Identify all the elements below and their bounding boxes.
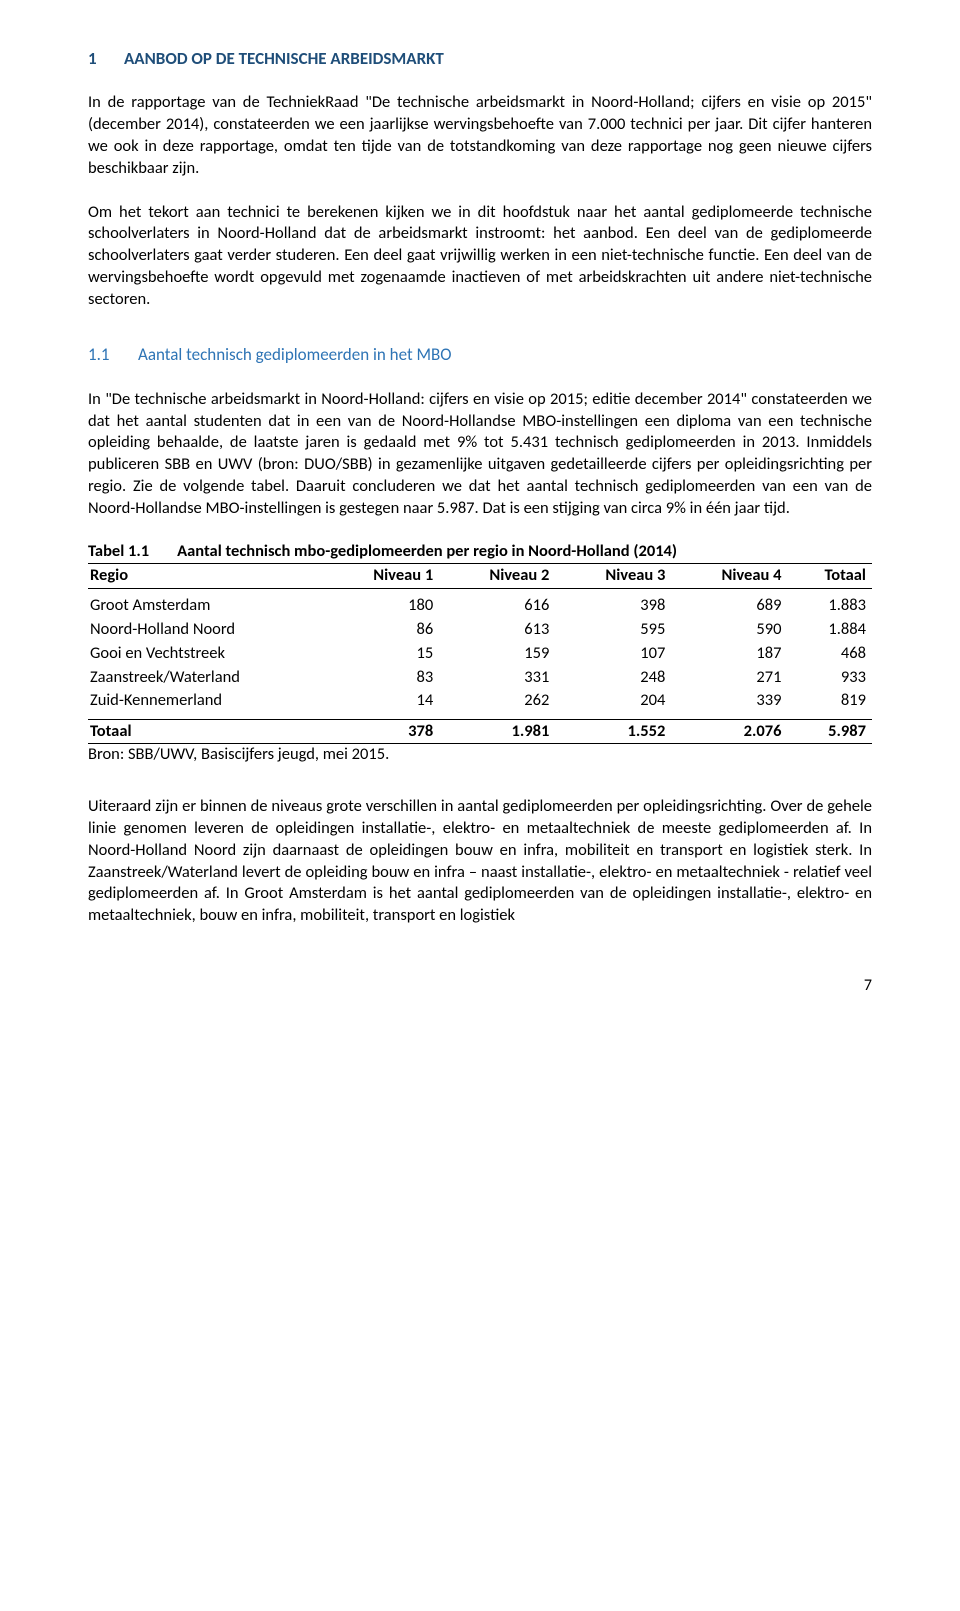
table-cell: Noord-Holland Noord	[88, 618, 323, 642]
table-cell: 5.987	[787, 719, 872, 744]
table-cell: 1.981	[439, 719, 555, 744]
table-cell: 86	[323, 618, 439, 642]
table-cell: 819	[787, 689, 872, 713]
col-header: Niveau 3	[555, 564, 671, 589]
col-header: Totaal	[787, 564, 872, 589]
paragraph-1: In de rapportage van de TechniekRaad "De…	[88, 92, 872, 179]
table-title: Tabel 1.1 Aantal technisch mbo-gediplomee…	[88, 541, 872, 563]
table-row: Noord-Holland Noord 86 613 595 590 1.884	[88, 618, 872, 642]
table-cell: Totaal	[88, 719, 323, 744]
table-cell: 398	[555, 594, 671, 618]
table-cell: 2.076	[671, 719, 787, 744]
table-cell: 107	[555, 642, 671, 666]
table-cell: 180	[323, 594, 439, 618]
paragraph-2: Om het tekort aan technici te berekenen …	[88, 202, 872, 311]
heading-1-text: AANBOD OP DE TECHNISCHE ARBEIDSMARKT	[124, 48, 444, 69]
table-cell: Gooi en Vechtstreek	[88, 642, 323, 666]
heading-2-number: 1.1	[88, 344, 138, 366]
heading-1-number: 1	[88, 48, 124, 70]
col-header: Niveau 2	[439, 564, 555, 589]
table-cell: 339	[671, 689, 787, 713]
table-cell: 204	[555, 689, 671, 713]
table-cell: 595	[555, 618, 671, 642]
table-row: Gooi en Vechtstreek 15 159 107 187 468	[88, 642, 872, 666]
table-header-row: Regio Niveau 1 Niveau 2 Niveau 3 Niveau …	[88, 564, 872, 589]
table-cell: 14	[323, 689, 439, 713]
table-cell: Zuid-Kennemerland	[88, 689, 323, 713]
page-number: 7	[88, 975, 872, 996]
table-cell: 378	[323, 719, 439, 744]
table-cell: 616	[439, 594, 555, 618]
paragraph-3: In "De technische arbeidsmarkt in Noord-…	[88, 389, 872, 520]
heading-1: 1AANBOD OP DE TECHNISCHE ARBEIDSMARKT	[88, 48, 872, 70]
table-cell: Groot Amsterdam	[88, 594, 323, 618]
table-cell: 1.883	[787, 594, 872, 618]
table-cell: 331	[439, 666, 555, 690]
table-cell: 468	[787, 642, 872, 666]
table-cell: Zaanstreek/Waterland	[88, 666, 323, 690]
col-header: Niveau 4	[671, 564, 787, 589]
table-caption: Aantal technisch mbo-gediplomeerden per …	[177, 541, 677, 561]
table-cell: 689	[671, 594, 787, 618]
table-cell: 187	[671, 642, 787, 666]
table-cell: 83	[323, 666, 439, 690]
table-cell: 262	[439, 689, 555, 713]
table-source: Bron: SBB/UWV, Basiscijfers jeugd, mei 2…	[88, 744, 872, 766]
table-cell: 248	[555, 666, 671, 690]
data-table: Regio Niveau 1 Niveau 2 Niveau 3 Niveau …	[88, 563, 872, 744]
table-cell: 590	[671, 618, 787, 642]
col-header: Regio	[88, 564, 323, 589]
table-row: Zaanstreek/Waterland 83 331 248 271 933	[88, 666, 872, 690]
table-label: Tabel 1.1	[88, 541, 149, 563]
table-cell: 933	[787, 666, 872, 690]
table-cell: 1.884	[787, 618, 872, 642]
table-cell: 159	[439, 642, 555, 666]
table-cell: 1.552	[555, 719, 671, 744]
table-row: Groot Amsterdam 180 616 398 689 1.883	[88, 594, 872, 618]
table-totals-row: Totaal 378 1.981 1.552 2.076 5.987	[88, 719, 872, 744]
col-header: Niveau 1	[323, 564, 439, 589]
paragraph-4: Uiteraard zijn er binnen de niveaus grot…	[88, 796, 872, 927]
table-cell: 613	[439, 618, 555, 642]
heading-2: 1.1Aantal technisch gediplomeerden in he…	[88, 344, 872, 366]
heading-2-text: Aantal technisch gediplomeerden in het M…	[138, 344, 452, 365]
table-cell: 271	[671, 666, 787, 690]
table-cell: 15	[323, 642, 439, 666]
table-row: Zuid-Kennemerland 14 262 204 339 819	[88, 689, 872, 713]
